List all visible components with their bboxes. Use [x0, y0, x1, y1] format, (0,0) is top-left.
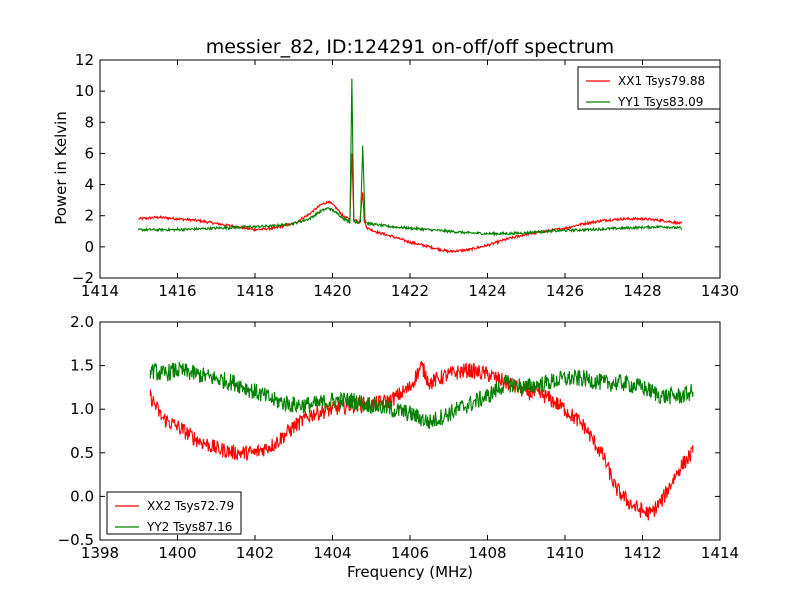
y-tick-label: 4: [84, 176, 94, 194]
y-tick-label: 1.0: [70, 400, 94, 418]
y-tick-label: −2: [72, 269, 94, 287]
y-tick-label: 6: [84, 144, 94, 162]
x-tick-label: 1404: [313, 544, 351, 562]
x-tick-label: 1408: [468, 544, 506, 562]
y-tick-label: −0.5: [58, 531, 94, 549]
series-line-2-2: [149, 361, 694, 429]
x-tick-label: 1420: [313, 282, 351, 300]
y-tick-label: 0.5: [70, 444, 94, 462]
y-tick-label: 1.5: [70, 357, 94, 375]
x-tick-label: 1430: [701, 282, 739, 300]
series-line-1-2: [138, 78, 682, 237]
top-plot-panel: 1414 1416 1418 1420 1422 1424 1426 1428 1430 −2 0 2…: [72, 51, 739, 300]
x-tick-label: 1422: [391, 282, 429, 300]
top-y-axis-label: Power in Kelvin: [52, 111, 70, 225]
x-tick-label: 1418: [236, 282, 274, 300]
x-tick-label: 1400: [158, 544, 196, 562]
x-tick-label: 1416: [158, 282, 196, 300]
y-tick-label: 8: [84, 113, 94, 131]
legend-label: XX1 Tsys79.88: [618, 74, 705, 88]
chart-title: messier_82, ID:124291 on-off/off spectru…: [206, 36, 614, 58]
x-tick-label: 1402: [236, 544, 274, 562]
series-line-1-1: [138, 153, 682, 255]
y-tick-label: 12: [75, 51, 94, 69]
x-tick-label: 1424: [468, 282, 506, 300]
y-tick-label: 10: [75, 82, 94, 100]
x-tick-label: 1406: [391, 544, 429, 562]
x-tick-label: 1414: [701, 544, 739, 562]
x-tick-label: 1412: [623, 544, 661, 562]
legend-label: YY2 Tsys87.16: [146, 520, 232, 534]
y-tick-label: 2: [84, 207, 94, 225]
y-tick-label: 2.0: [70, 313, 94, 331]
x-tick-label: 1398: [81, 544, 119, 562]
legend-label: YY1 Tsys83.09: [617, 95, 703, 109]
y-tick-label: 0.0: [70, 487, 94, 505]
legend: XX1 Tsys79.88 YY1 Tsys83.09: [577, 66, 721, 110]
bottom-x-axis-label: Frequency (MHz): [347, 563, 473, 581]
legend: XX2 Tsys72.79 YY2 Tsys87.16: [106, 491, 242, 535]
x-tick-label: 1410: [546, 544, 584, 562]
bottom-plot-panel: 1398 1400 1402 1404 1406 1408 1410 1412 1414 −0.5…: [58, 313, 740, 562]
x-tick-label: 1426: [546, 282, 584, 300]
legend-label: XX2 Tsys72.79: [147, 499, 234, 513]
series-line-2-1: [149, 360, 694, 521]
x-tick-label: 1428: [623, 282, 661, 300]
x-tick-label: 1414: [81, 282, 119, 300]
y-tick-label: 0: [84, 238, 94, 256]
